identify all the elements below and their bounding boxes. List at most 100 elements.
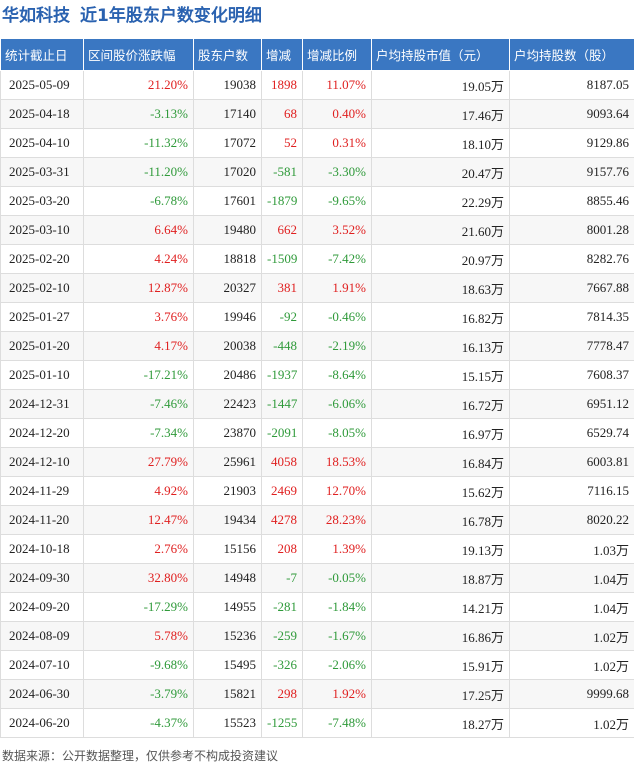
table-row: 2024-09-20 -17.29% 14955 -281 -1.84% 14.21万 1.… <box>0 592 634 622</box>
table-cell: 6003.81 <box>509 447 634 477</box>
table-cell: -581 <box>261 157 303 187</box>
table-cell: 2025-03-20 <box>0 186 84 216</box>
table-cell: 7608.37 <box>509 360 634 390</box>
table-row: 2025-03-20 -6.78% 17601 -1879 -9.65% 22.29万 88… <box>0 186 634 216</box>
table-cell: 15236 <box>193 621 262 651</box>
table-cell: 15821 <box>193 679 262 709</box>
company-name: 华如科技 <box>2 6 70 26</box>
table-cell: 2024-08-09 <box>0 621 84 651</box>
table-cell: 18818 <box>193 244 262 274</box>
table-cell: 17.46万 <box>371 99 510 129</box>
table-row: 2024-08-09 5.78% 15236 -259 -1.67% 16.86万 1.02… <box>0 621 634 651</box>
table-cell: 9157.76 <box>509 157 634 187</box>
table-cell: 2024-12-31 <box>0 389 84 419</box>
table-row: 2024-10-18 2.76% 15156 208 1.39% 19.13万 1.03万 <box>0 534 634 564</box>
table-cell: 2024-09-20 <box>0 592 84 622</box>
table-cell: 12.47% <box>83 505 194 535</box>
table-cell: 19.13万 <box>371 534 510 564</box>
table-cell: -9.65% <box>302 186 372 216</box>
column-header: 户均持股市值（元） <box>371 38 510 71</box>
table-cell: 1.91% <box>302 273 372 303</box>
table-cell: 28.23% <box>302 505 372 535</box>
table-cell: 19480 <box>193 215 262 245</box>
table-cell: 19.05万 <box>371 70 510 100</box>
table-cell: 19038 <box>193 70 262 100</box>
table-cell: 12.87% <box>83 273 194 303</box>
table-cell: 1.02万 <box>509 621 634 651</box>
table-cell: -3.79% <box>83 679 194 709</box>
table-cell: 20.97万 <box>371 244 510 274</box>
table-cell: 19946 <box>193 302 262 332</box>
header-row: 统计截止日 区间股价涨跌幅 股东户数 增减 增减比例 户均持股市值（元） 户均持股数（股） <box>0 38 634 71</box>
table-cell: 1.39% <box>302 534 372 564</box>
table-cell: 12.70% <box>302 476 372 506</box>
table-cell: -7.34% <box>83 418 194 448</box>
title-bar: 华如科技 近1年股东户数变化明细 <box>0 0 634 32</box>
table-row: 2025-03-31 -11.20% 17020 -581 -3.30% 20.47万 91… <box>0 157 634 187</box>
table-cell: 14.21万 <box>371 592 510 622</box>
table-cell: -17.29% <box>83 592 194 622</box>
table-cell: 4058 <box>261 447 303 477</box>
table-cell: 20486 <box>193 360 262 390</box>
table-cell: -6.78% <box>83 186 194 216</box>
table-cell: 6.64% <box>83 215 194 245</box>
table-cell: 18.27万 <box>371 708 510 738</box>
holders-table: 统计截止日 区间股价涨跌幅 股东户数 增减 增减比例 户均持股市值（元） 户均持股数（股） … <box>0 38 634 738</box>
table-cell: 7778.47 <box>509 331 634 361</box>
table-cell: 16.86万 <box>371 621 510 651</box>
table-cell: 9093.64 <box>509 99 634 129</box>
table-cell: 8282.76 <box>509 244 634 274</box>
table-cell: -8.64% <box>302 360 372 390</box>
table-cell: 7814.35 <box>509 302 634 332</box>
table-cell: 2024-09-30 <box>0 563 84 593</box>
table-cell: 11.07% <box>302 70 372 100</box>
table-cell: 1.03万 <box>509 534 634 564</box>
table-cell: 9999.68 <box>509 679 634 709</box>
column-header: 增减比例 <box>302 38 372 71</box>
table-cell: -1879 <box>261 186 303 216</box>
table-row: 2025-01-27 3.76% 19946 -92 -0.46% 16.82万 7814.… <box>0 302 634 332</box>
table-cell: 22.29万 <box>371 186 510 216</box>
table-cell: 16.78万 <box>371 505 510 535</box>
table-cell: 1898 <box>261 70 303 100</box>
table-cell: 2024-07-10 <box>0 650 84 680</box>
table-cell: 2025-05-09 <box>0 70 84 100</box>
table-row: 2024-12-10 27.79% 25961 4058 18.53% 16.84万 600… <box>0 447 634 477</box>
table-cell: 8855.46 <box>509 186 634 216</box>
table-cell: -17.21% <box>83 360 194 390</box>
table-cell: -11.32% <box>83 128 194 158</box>
table-cell: 2025-02-10 <box>0 273 84 303</box>
table-cell: 15495 <box>193 650 262 680</box>
table-cell: -7.46% <box>83 389 194 419</box>
table-cell: 14955 <box>193 592 262 622</box>
table-cell: 22423 <box>193 389 262 419</box>
table-cell: -11.20% <box>83 157 194 187</box>
table-cell: 2025-04-10 <box>0 128 84 158</box>
table-cell: 18.63万 <box>371 273 510 303</box>
table-cell: 208 <box>261 534 303 564</box>
table-cell: 1.02万 <box>509 650 634 680</box>
table-cell: 21.60万 <box>371 215 510 245</box>
table-cell: -0.05% <box>302 563 372 593</box>
table-cell: -1255 <box>261 708 303 738</box>
table-body: 2025-05-09 21.20% 19038 1898 11.07% 19.05万 818… <box>0 70 634 738</box>
table-row: 2025-05-09 21.20% 19038 1898 11.07% 19.05万 818… <box>0 70 634 100</box>
table-row: 2025-02-20 4.24% 18818 -1509 -7.42% 20.97万 828… <box>0 244 634 274</box>
table-cell: -1.67% <box>302 621 372 651</box>
table-cell: -2.19% <box>302 331 372 361</box>
table-cell: 4278 <box>261 505 303 535</box>
table-cell: -448 <box>261 331 303 361</box>
table-cell: 6529.74 <box>509 418 634 448</box>
source-note: 数据来源：公开数据整理，仅供参考不构成投资建议 <box>2 749 279 763</box>
table-cell: 2469 <box>261 476 303 506</box>
table-cell: 20038 <box>193 331 262 361</box>
table-cell: 2024-06-20 <box>0 708 84 738</box>
table-row: 2025-03-10 6.64% 19480 662 3.52% 21.60万 8001.2… <box>0 215 634 245</box>
column-header: 统计截止日 <box>0 38 84 71</box>
table-cell: 662 <box>261 215 303 245</box>
table-row: 2024-07-10 -9.68% 15495 -326 -2.06% 15.91万 1.0… <box>0 650 634 680</box>
table-cell: 9129.86 <box>509 128 634 158</box>
table-cell: 1.02万 <box>509 708 634 738</box>
table-cell: 17072 <box>193 128 262 158</box>
table-row: 2024-12-31 -7.46% 22423 -1447 -6.06% 16.72万 69… <box>0 389 634 419</box>
